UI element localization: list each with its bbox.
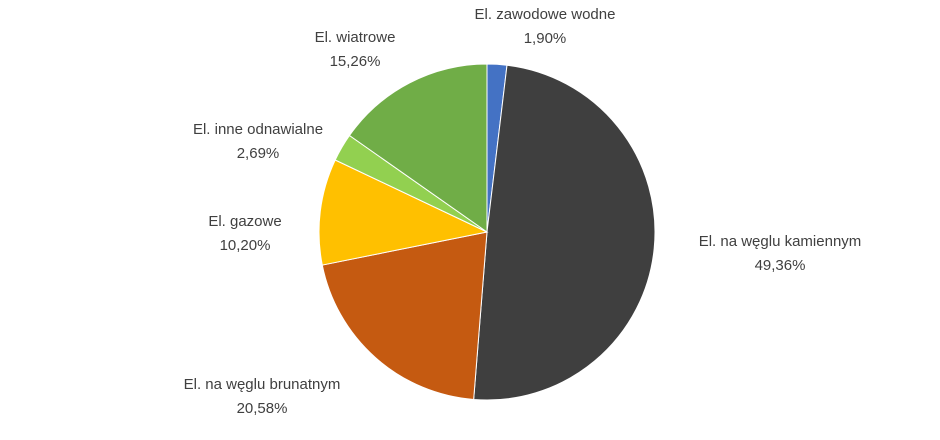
pie-slice [318,159,489,266]
slice-value-label: 2,69% [237,145,280,162]
slice-value-label: 15,26% [330,53,381,70]
slice-label: El. na węglu kamiennym [699,233,862,250]
slice-label: El. wiatrowe [315,29,396,46]
pie-slice [321,231,488,401]
slice-label: El. zawodowe wodne [475,6,616,23]
slice-label: El. na węglu brunatnym [184,376,341,393]
slice-value-label: 20,58% [237,400,288,417]
slice-value-label: 49,36% [755,257,806,274]
slice-value-label: 10,20% [220,237,271,254]
slice-label: El. gazowe [208,213,281,230]
slice-value-label: 1,90% [524,30,567,47]
slice-label: El. inne odnawialne [193,121,323,138]
pie-slice [348,63,488,233]
pie-slice [473,64,656,401]
